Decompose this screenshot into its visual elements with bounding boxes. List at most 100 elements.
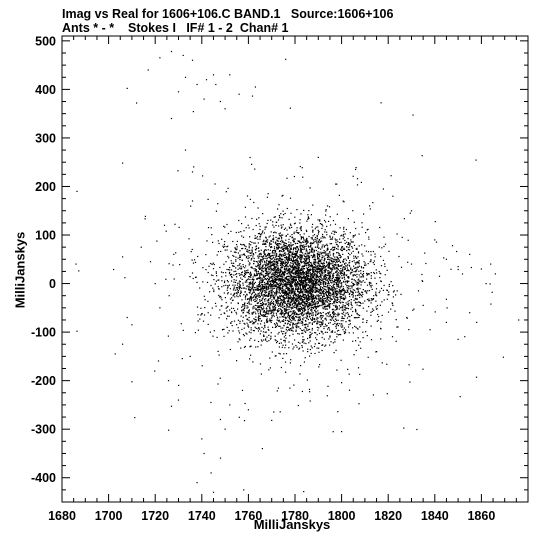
data-point (223, 263, 225, 265)
data-point (391, 336, 394, 338)
data-point (207, 312, 209, 314)
data-point (318, 366, 320, 368)
data-point (270, 243, 272, 245)
data-point (273, 239, 275, 241)
data-point (299, 256, 301, 258)
data-point (309, 275, 311, 277)
data-point (300, 271, 302, 273)
data-point (343, 273, 345, 275)
data-point (278, 342, 280, 344)
data-point (297, 248, 300, 250)
data-point (304, 288, 307, 290)
data-point (298, 310, 300, 313)
data-point (310, 243, 312, 245)
data-point (274, 326, 276, 328)
data-point (322, 264, 324, 266)
data-point (254, 281, 256, 283)
data-point (299, 347, 301, 349)
data-point (282, 245, 284, 247)
data-point (359, 294, 361, 296)
data-point (325, 313, 327, 315)
data-point (314, 352, 316, 355)
data-point (311, 322, 313, 324)
data-point (299, 244, 301, 246)
data-point (272, 303, 275, 305)
data-point (287, 279, 289, 281)
data-point (342, 290, 344, 292)
data-point (351, 294, 353, 296)
data-point (328, 294, 330, 296)
data-point (337, 312, 339, 314)
data-point (222, 328, 224, 331)
data-point (265, 226, 267, 228)
data-point (315, 284, 317, 286)
data-point (297, 341, 299, 343)
data-point (276, 309, 278, 312)
data-point (306, 301, 309, 303)
data-point (322, 323, 324, 325)
data-point (329, 252, 331, 254)
data-point (224, 241, 226, 243)
data-point (246, 286, 248, 288)
data-point (319, 220, 321, 222)
data-point (290, 262, 292, 264)
data-point (338, 292, 340, 294)
data-point (251, 313, 253, 315)
data-point (312, 295, 314, 298)
data-point (318, 279, 321, 281)
data-point (320, 325, 322, 328)
data-point (317, 294, 319, 296)
data-point (327, 299, 329, 301)
data-point (296, 284, 298, 286)
data-point (225, 284, 227, 286)
data-point (346, 267, 348, 269)
data-point (311, 327, 313, 330)
data-point (292, 287, 294, 289)
data-point (302, 304, 304, 306)
data-point (347, 243, 349, 246)
data-point (272, 287, 274, 290)
data-point (294, 256, 296, 258)
data-point (255, 287, 257, 289)
data-point (273, 312, 275, 314)
data-point (287, 279, 289, 281)
data-point (293, 260, 295, 262)
data-point (238, 280, 241, 282)
data-point (267, 262, 269, 265)
data-point (259, 253, 261, 255)
data-point (300, 268, 302, 270)
data-point (243, 275, 245, 277)
data-point (267, 260, 269, 262)
data-point (341, 246, 343, 248)
data-point (263, 334, 265, 336)
data-point (295, 282, 297, 284)
data-point (277, 265, 279, 267)
data-point (292, 310, 294, 312)
data-point (306, 255, 308, 257)
data-point (313, 241, 315, 243)
data-point (328, 300, 330, 302)
data-point (305, 281, 307, 283)
data-point (266, 291, 268, 293)
data-point (301, 251, 303, 253)
data-point (291, 275, 293, 277)
data-point (327, 280, 329, 282)
data-point (317, 268, 319, 270)
data-point (299, 246, 301, 248)
data-point (262, 241, 264, 243)
data-point (278, 331, 280, 334)
data-point (291, 301, 293, 303)
data-point (300, 250, 302, 252)
data-point (316, 298, 318, 300)
data-point (231, 325, 233, 327)
data-point (273, 247, 276, 250)
data-point (323, 219, 326, 222)
data-point (407, 261, 409, 263)
data-point (292, 266, 294, 268)
data-point (303, 288, 305, 290)
data-point (277, 261, 279, 263)
data-point (304, 263, 306, 265)
data-point (324, 270, 326, 272)
data-point (298, 272, 300, 274)
data-point (277, 299, 279, 301)
